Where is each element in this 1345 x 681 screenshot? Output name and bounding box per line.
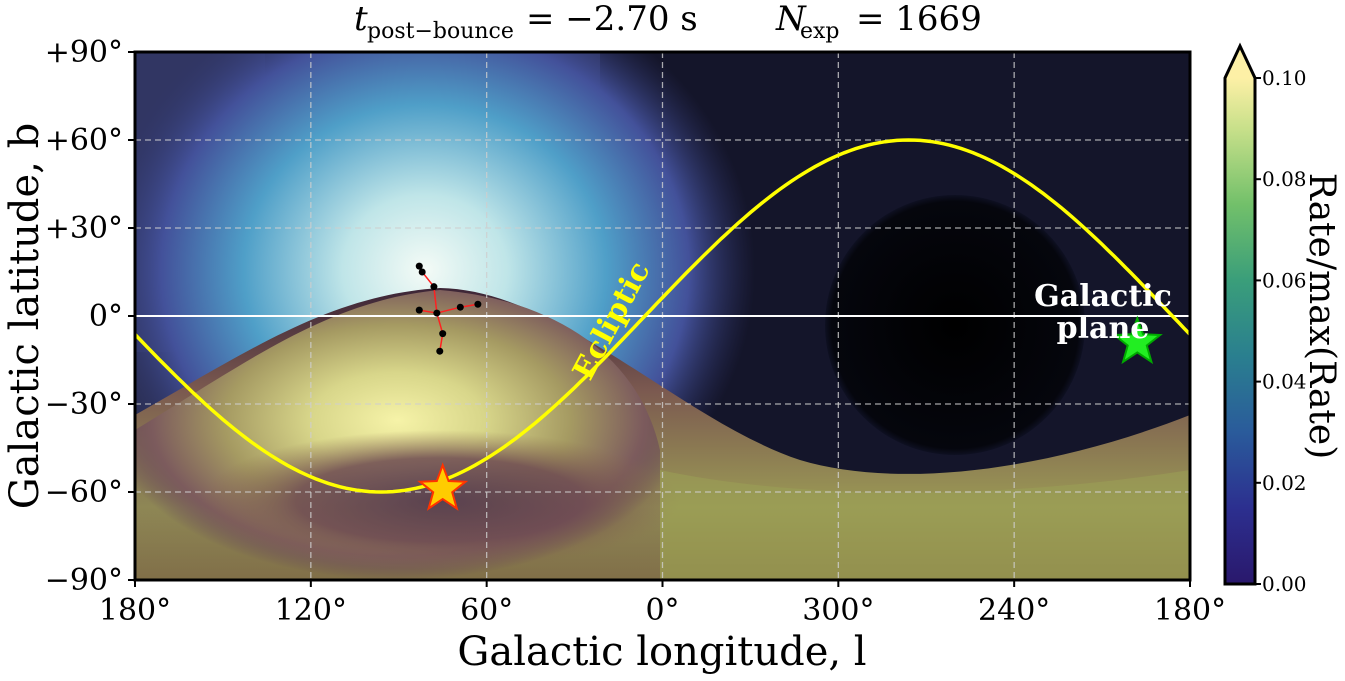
x-tick-label: 120°	[275, 593, 347, 628]
constellation	[415, 262, 482, 355]
constellation-star	[415, 306, 423, 314]
constellation-line	[436, 312, 444, 334]
x-tick-label: 180°	[1154, 593, 1226, 628]
constellation-star	[430, 283, 438, 291]
colorbar-tick-label: 0.02	[1262, 471, 1307, 495]
x-tick-label: 0°	[645, 593, 679, 628]
title-n-value: = 1669	[856, 0, 982, 39]
colorbar-ticks: 0.00 0.02 0.04 0.06 0.08 0.10	[1255, 66, 1307, 596]
colorbar: 0.00 0.02 0.04 0.06 0.08 0.10 Rate/max(Rate)	[1223, 42, 1342, 596]
constellation-star	[415, 262, 423, 270]
y-tick-label: −90°	[45, 563, 123, 598]
southern-right-glow	[660, 470, 1190, 580]
title-t-value: = −2.70 s	[526, 0, 698, 39]
colorbar-tick-label: 0.06	[1262, 268, 1307, 292]
y-axis-ticks: +90° +60° +30° 0° −30° −60° −90°	[45, 35, 135, 598]
sun-position-star-icon	[417, 462, 469, 511]
y-tick-label: −60°	[45, 475, 123, 510]
y-tick-label: +30°	[45, 211, 123, 246]
title-t-subscript: post−bounce	[367, 19, 514, 44]
x-tick-label: 240°	[978, 593, 1050, 628]
colorbar-label: Rate/max(Rate)	[1301, 173, 1342, 459]
x-tick-label: 180°	[99, 593, 171, 628]
colorbar-tick-label: 0.00	[1262, 572, 1307, 596]
y-tick-label: +60°	[45, 123, 123, 158]
constellation-star	[439, 330, 447, 338]
x-axis-ticks: 180° 120° 60° 0° 300° 240° 180°	[99, 580, 1226, 628]
galactic-plane-label-line1: Galactic	[1034, 279, 1172, 314]
constellation-line	[433, 286, 438, 314]
constellation-star	[418, 268, 426, 276]
constellation-line	[436, 306, 461, 314]
title-n-subscript: exp	[800, 19, 840, 44]
constellation-star	[433, 309, 441, 317]
x-tick-label: 300°	[802, 593, 874, 628]
colorbar-gradient	[1225, 78, 1255, 584]
y-tick-label: −30°	[45, 387, 123, 422]
x-axis-label: Galactic longitude, l	[457, 629, 866, 675]
ecliptic-curve	[135, 138, 1190, 494]
colorbar-frame	[1223, 42, 1257, 586]
rate-minimum-region	[825, 195, 1085, 455]
x-tick-label: 60°	[460, 593, 513, 628]
y-axis-label: Galactic latitude, b	[2, 123, 48, 509]
colorbar-tick-label: 0.04	[1262, 370, 1307, 394]
colorbar-extend-arrow	[1225, 46, 1255, 78]
constellation-star	[456, 303, 464, 311]
chart-title: t post−bounce = −2.70 s N exp = 1669	[354, 0, 982, 44]
anti-direction-star-icon	[1111, 315, 1163, 365]
title-t-symbol: t	[354, 0, 368, 39]
colorbar-tick-label: 0.10	[1262, 66, 1307, 90]
y-tick-label: 0°	[89, 299, 123, 334]
title-n-symbol: N	[775, 0, 807, 39]
galactic-plane-label-line2: plane	[1057, 311, 1150, 346]
constellation-star	[436, 347, 444, 355]
y-tick-label: +90°	[45, 35, 123, 70]
constellation-star	[474, 300, 482, 308]
colorbar-tick-label: 0.08	[1262, 167, 1307, 191]
